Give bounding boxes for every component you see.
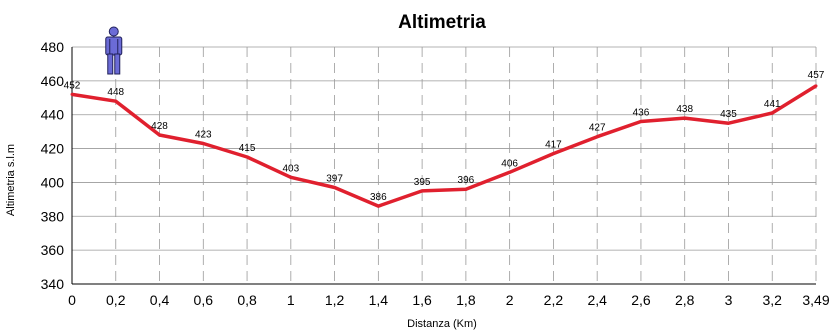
- data-point: [420, 189, 424, 193]
- y-axis-label: Altimetria s.l.m: [5, 144, 17, 216]
- y-tick-label: 400: [41, 174, 65, 190]
- data-point: [376, 204, 380, 208]
- data-label: 436: [633, 107, 650, 118]
- y-tick-label: 440: [41, 107, 65, 123]
- grid: [72, 46, 817, 284]
- data-label: 438: [676, 104, 693, 115]
- y-tick-label: 420: [41, 141, 65, 157]
- data-label: 386: [370, 192, 387, 203]
- x-tick-label: 2: [506, 292, 514, 308]
- x-tick-label: 3,2: [763, 292, 783, 308]
- series-line: [71, 84, 817, 208]
- data-label: 435: [720, 109, 737, 120]
- data-point: [158, 133, 162, 137]
- x-tick-label: 1,6: [412, 292, 432, 308]
- x-tick-label: 1,2: [325, 292, 345, 308]
- x-tick-label: 0: [68, 292, 76, 308]
- data-point: [289, 175, 293, 179]
- x-tick-label: 1,8: [456, 292, 476, 308]
- data-label: 452: [64, 80, 81, 91]
- series-line-group: [70, 84, 818, 208]
- data-point: [814, 84, 818, 88]
- y-tick-label: 360: [41, 242, 65, 258]
- data-point: [245, 155, 249, 159]
- data-point: [639, 119, 643, 123]
- x-tick-label: 1,4: [369, 292, 389, 308]
- x-tick-label: 2,4: [587, 292, 607, 308]
- data-label: 396: [458, 175, 475, 186]
- x-tick-label: 0,6: [194, 292, 214, 308]
- data-point: [464, 187, 468, 191]
- data-point: [595, 135, 599, 139]
- data-label: 423: [195, 129, 212, 140]
- x-tick-label: 1: [287, 292, 295, 308]
- data-point: [770, 111, 774, 115]
- data-point: [70, 92, 74, 96]
- data-label: 448: [107, 87, 124, 98]
- person-icon: [105, 26, 123, 75]
- x-tick-label: 2,8: [675, 292, 695, 308]
- x-tick-label: 0,4: [150, 292, 170, 308]
- data-label: 417: [545, 140, 562, 151]
- data-point: [551, 152, 555, 156]
- data-label: 427: [589, 123, 606, 134]
- x-axis-label: Distanza (Km): [407, 318, 477, 330]
- axes: 340 360 380 400 420 440 460 480 0 0,2 0,4 0,6 0,8 1 1,…: [41, 39, 830, 308]
- y-tick-label: 480: [41, 39, 65, 55]
- data-label: 428: [151, 121, 168, 132]
- x-tick-label: 2,2: [544, 292, 564, 308]
- chart-title: Altimetria: [398, 12, 486, 33]
- x-tick-label: 3: [725, 292, 733, 308]
- x-tick-label: 0,8: [237, 292, 257, 308]
- data-label: 406: [501, 158, 518, 169]
- data-label: 441: [764, 99, 781, 110]
- y-tick-label: 340: [41, 276, 65, 292]
- data-label: 403: [282, 163, 299, 174]
- data-point: [683, 116, 687, 120]
- data-point: [726, 121, 730, 125]
- data-label: 457: [808, 70, 825, 81]
- data-label: 395: [414, 177, 431, 188]
- data-point: [333, 186, 337, 190]
- x-tick-label: 0,2: [106, 292, 126, 308]
- y-tick-label: 380: [41, 208, 65, 224]
- data-point: [201, 141, 205, 145]
- x-tick-label: 2,6: [631, 292, 651, 308]
- x-tick-label: 3,49: [802, 292, 829, 308]
- y-tick-label: 460: [41, 73, 65, 89]
- data-labels: 452 448 428 423 415 403 397 386 395 396 406 417 427 4…: [64, 70, 825, 203]
- annotation-layer: [105, 26, 123, 75]
- data-point: [508, 170, 512, 174]
- data-label: 397: [326, 174, 343, 185]
- data-point: [114, 99, 118, 103]
- data-label: 415: [239, 143, 256, 154]
